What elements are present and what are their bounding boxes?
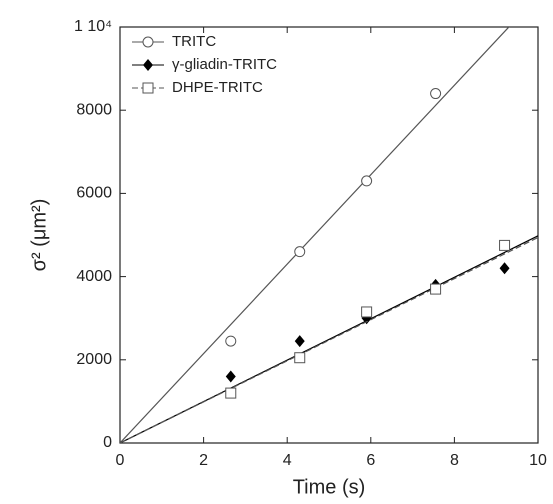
data-point — [225, 370, 236, 383]
data-point — [225, 387, 237, 399]
data-point — [294, 352, 306, 364]
legend-label: TRITC — [172, 33, 216, 50]
plot-frame — [119, 26, 539, 444]
legend-marker — [143, 59, 153, 71]
y-tick-label: 2000 — [76, 351, 112, 368]
y-tick-label: 1 10⁴ — [74, 18, 112, 35]
y-tick-label: 4000 — [76, 268, 112, 285]
fit-line — [120, 236, 538, 443]
x-tick-label: 8 — [450, 452, 459, 469]
data-point — [294, 246, 306, 258]
x-tick-label: 4 — [283, 452, 292, 469]
data-point — [361, 175, 373, 187]
x-tick-label: 6 — [366, 452, 375, 469]
legend-label: γ-gliadin-TRITC — [172, 56, 277, 73]
y-tick-label: 0 — [103, 434, 112, 451]
x-axis-label: Time (s) — [293, 476, 366, 498]
legend-label: DHPE-TRITC — [172, 79, 263, 96]
fit-line — [120, 235, 538, 443]
y-axis-label: σ² (μm²) — [28, 199, 50, 272]
x-tick-label: 10 — [529, 452, 547, 469]
legend-marker — [142, 36, 154, 48]
x-tick-label: 0 — [116, 452, 125, 469]
data-point — [430, 88, 442, 100]
x-tick-label: 2 — [199, 452, 208, 469]
data-point — [361, 306, 373, 318]
data-point — [499, 262, 510, 275]
legend-marker — [142, 82, 154, 94]
fit-line — [120, 27, 510, 443]
y-tick-label: 8000 — [76, 101, 112, 118]
data-point — [430, 283, 442, 295]
data-point — [225, 335, 237, 347]
y-tick-label: 6000 — [76, 185, 112, 202]
data-point — [294, 335, 305, 348]
data-point — [499, 239, 511, 251]
